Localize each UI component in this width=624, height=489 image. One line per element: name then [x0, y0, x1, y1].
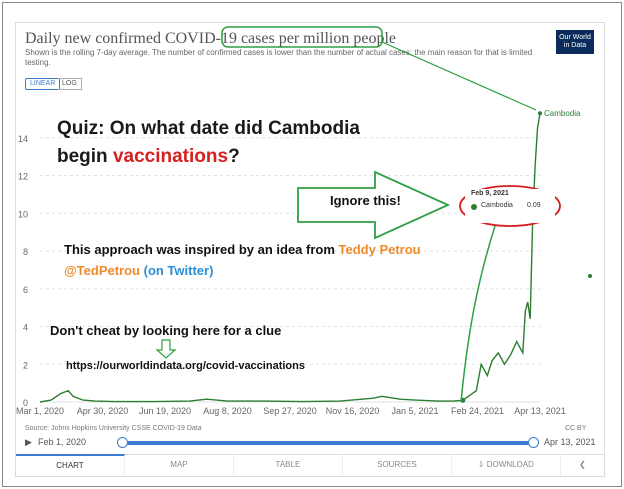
y-tick-label: 4	[23, 323, 28, 333]
y-tick-label: 8	[23, 247, 28, 257]
tab-chart[interactable]: CHART	[16, 454, 125, 476]
owid-logo[interactable]: Our World in Data	[556, 30, 594, 54]
annotation-shapes	[155, 26, 561, 403]
inspired-text: This approach was inspired by an idea fr…	[64, 242, 339, 257]
log-scale-button[interactable]: LOG	[58, 78, 82, 90]
timeline-start-date: Feb 1, 2020	[38, 437, 87, 447]
tooltip-highlight-ellipse	[459, 185, 561, 227]
logo-line-1: Our World	[559, 34, 591, 41]
tab-sources[interactable]: SOURCES	[343, 455, 452, 476]
tooltip-leader-line	[460, 225, 496, 403]
chart-title: Daily new confirmed COVID-19 cases per m…	[25, 30, 396, 48]
ignore-label: Ignore this!	[330, 193, 401, 208]
title-part-1: Daily new confirmed COVID-19	[25, 30, 237, 47]
tab-table[interactable]: TABLE	[234, 455, 343, 476]
title-highlight-box	[221, 26, 383, 48]
inspired-line: This approach was inspired by an idea fr…	[64, 242, 421, 257]
cheat-label: Don't cheat by looking here for a clue	[50, 323, 282, 338]
series-line-cambodia	[39, 113, 541, 403]
play-icon[interactable]: ▶	[25, 437, 32, 447]
y-tick-label: 12	[18, 172, 28, 182]
y-tick-label: 0	[23, 398, 28, 408]
x-tick-label: Jun 19, 2020	[139, 406, 191, 416]
source-note[interactable]: Source: Johns Hopkins University CSSE CO…	[25, 425, 202, 432]
title-leader-line	[381, 41, 537, 111]
x-tick-label: Sep 27, 2020	[263, 406, 317, 416]
tooltip-value: 0.09	[527, 202, 541, 209]
series-end-point	[538, 111, 542, 116]
y-tick-label: 14	[18, 134, 28, 144]
quiz-text-vaccinations: vaccinations	[112, 146, 229, 167]
share-icon[interactable]: ❮	[579, 460, 586, 469]
tooltip-swatch	[471, 204, 477, 210]
quiz-line-2: begin vaccinations?	[57, 146, 240, 168]
tab-download[interactable]: ⇩ DOWNLOAD	[452, 455, 561, 476]
quiz-text-begin: begin	[57, 146, 113, 167]
tab-bar: CHART MAP TABLE SOURCES ⇩ DOWNLOAD ❮	[16, 454, 604, 476]
timeline-end-date: Apr 13, 2021	[544, 437, 596, 447]
inspired-name: Teddy Petrou	[338, 242, 421, 257]
linear-scale-button[interactable]: LINEAR	[25, 78, 61, 90]
x-tick-label: Nov 16, 2020	[326, 406, 380, 416]
timeline-track[interactable]	[120, 441, 535, 445]
twitter-handle: @TedPetrou	[64, 263, 144, 278]
y-tick-label: 2	[23, 360, 28, 370]
x-tick-label: Jan 5, 2021	[391, 406, 438, 416]
x-tick-label: Apr 30, 2020	[77, 406, 129, 416]
series-end-label: Cambodia	[544, 109, 581, 118]
y-axis-ticks: 0 2 4 6 8 10 12 14	[18, 134, 28, 408]
download-label: DOWNLOAD	[486, 460, 534, 469]
timeline-start-handle[interactable]	[117, 437, 128, 448]
quiz-line-1: Quiz: On what date did Cambodia	[57, 118, 360, 139]
x-tick-label: Feb 24, 2021	[451, 406, 504, 416]
down-arrow-icon	[155, 339, 177, 359]
x-tick-label: Mar 1, 2020	[16, 406, 64, 416]
tab-map[interactable]: MAP	[125, 455, 234, 476]
x-tick-label: Aug 8, 2020	[203, 406, 252, 416]
twitter-line: @TedPetrou (on Twitter)	[64, 263, 213, 278]
y-tick-label: 6	[23, 285, 28, 295]
vaccination-url[interactable]: https://ourworldindata.org/covid-vaccina…	[66, 360, 305, 372]
twitter-note: (on Twitter)	[143, 263, 214, 278]
x-tick-label: Apr 13, 2021	[514, 406, 566, 416]
timeline-end-handle[interactable]	[528, 437, 539, 448]
tooltip: Feb 9, 2021 Cambodia 0.09	[465, 189, 555, 223]
download-icon: ⇩	[477, 460, 487, 469]
logo-line-2: in Data	[563, 42, 587, 49]
quiz-text-question-mark: ?	[228, 146, 240, 167]
license-label[interactable]: CC BY	[565, 425, 587, 432]
tooltip-country: Cambodia	[481, 202, 513, 209]
tooltip-date: Feb 9, 2021	[471, 190, 509, 197]
title-part-2: cases per million people	[240, 30, 397, 47]
ignore-arrow	[297, 170, 451, 240]
stray-point	[588, 274, 592, 278]
x-axis-ticks: Mar 1, 2020 Apr 30, 2020 Jun 19, 2020 Aug 8…	[16, 406, 566, 416]
chart-subtitle: Shown is the rolling 7-day average. The …	[25, 48, 533, 67]
y-tick-label: 10	[18, 209, 28, 219]
